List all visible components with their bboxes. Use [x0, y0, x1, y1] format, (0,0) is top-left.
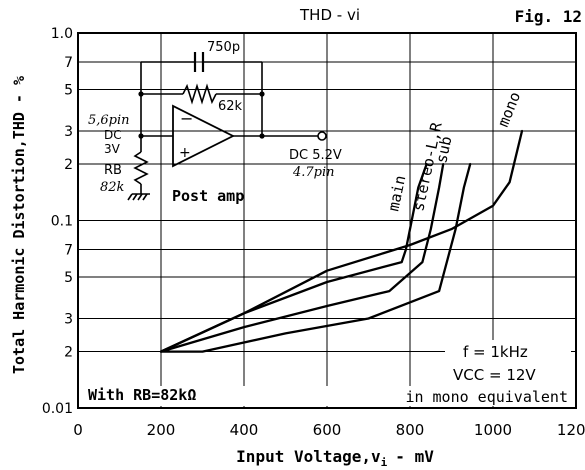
series-line-3: [159, 162, 428, 353]
input-dc-label: DC: [104, 128, 122, 142]
y-tick-label-4: 7: [64, 243, 73, 259]
chart-title: THD - vi: [299, 6, 360, 24]
post-amp-circuit: [127, 52, 327, 201]
data-series: [159, 129, 524, 353]
x-tick-label-0: 0: [73, 421, 83, 439]
y-tick-label-0: 0.01: [42, 401, 73, 417]
series-label-sub: sub: [432, 135, 455, 165]
y-tick-labels: 0.01 2 3 5 7 0.1 2 3 5 7 1.0: [42, 26, 73, 417]
circuit-caption: Post amp: [172, 187, 244, 205]
y-tick-label-6: 2: [64, 157, 73, 173]
figure-label: Fig. 12: [515, 7, 582, 26]
y-tick-label-10: 1.0: [51, 26, 73, 42]
series-line-1: [159, 162, 472, 353]
condition-frequency: f = 1kHz: [463, 343, 528, 361]
series-line-0: [159, 129, 524, 353]
y-tick-label-2: 3: [64, 312, 73, 328]
output-dc-label: DC 5.2V: [289, 148, 342, 163]
rb-value: 82k: [100, 180, 125, 195]
x-tick-label-1: 200: [147, 421, 176, 439]
equivalent-note: in mono equivalent: [405, 388, 568, 406]
y-tick-label-8: 5: [64, 82, 73, 98]
opamp-plus: +: [179, 145, 191, 161]
x-tick-label-2: 400: [230, 421, 259, 439]
x-tick-label-4: 800: [396, 421, 425, 439]
series-label-mono: mono: [494, 89, 524, 129]
x-axis-label-sub: i: [381, 456, 388, 469]
x-axis-label-main: Input Voltage,v: [236, 447, 381, 466]
x-axis-label-unit: - mV: [395, 447, 434, 466]
opamp-minus: −: [180, 109, 193, 128]
y-axis-label: Total Harmonic Distortion,THD - %: [10, 76, 28, 374]
series-label-main: main: [384, 174, 409, 213]
feedback-res-value: 62k: [218, 99, 243, 114]
input-pin-label: 5,6pin: [88, 113, 130, 128]
input-dc-value: 3V: [104, 142, 121, 156]
notes-backdrop: [82, 386, 572, 406]
plot-frame: [77, 32, 577, 409]
rb-note: With RB=82kΩ: [88, 386, 196, 404]
series-line-2: [159, 162, 445, 353]
y-tick-label-5: 0.1: [51, 214, 73, 230]
rb-label: RB: [104, 163, 122, 178]
y-tick-label-1: 2: [64, 345, 73, 361]
x-tick-label-5: 1000: [474, 421, 512, 439]
series-label-stereo: stereo-L,R: [409, 120, 446, 213]
cap-value: 750p: [207, 40, 240, 55]
y-tick-label-7: 3: [64, 124, 73, 140]
output-pin-label: 4.7pin: [292, 165, 335, 180]
x-tick-label-3: 600: [313, 421, 342, 439]
y-tick-label-3: 5: [64, 270, 73, 286]
y-tick-label-9: 7: [64, 55, 73, 71]
circuit-junctions: [138, 91, 265, 139]
x-axis-label: Input Voltage,vi - mV: [236, 447, 434, 469]
condition-vcc: VCC = 12V: [453, 366, 536, 384]
conditions-backdrop: [445, 340, 571, 386]
